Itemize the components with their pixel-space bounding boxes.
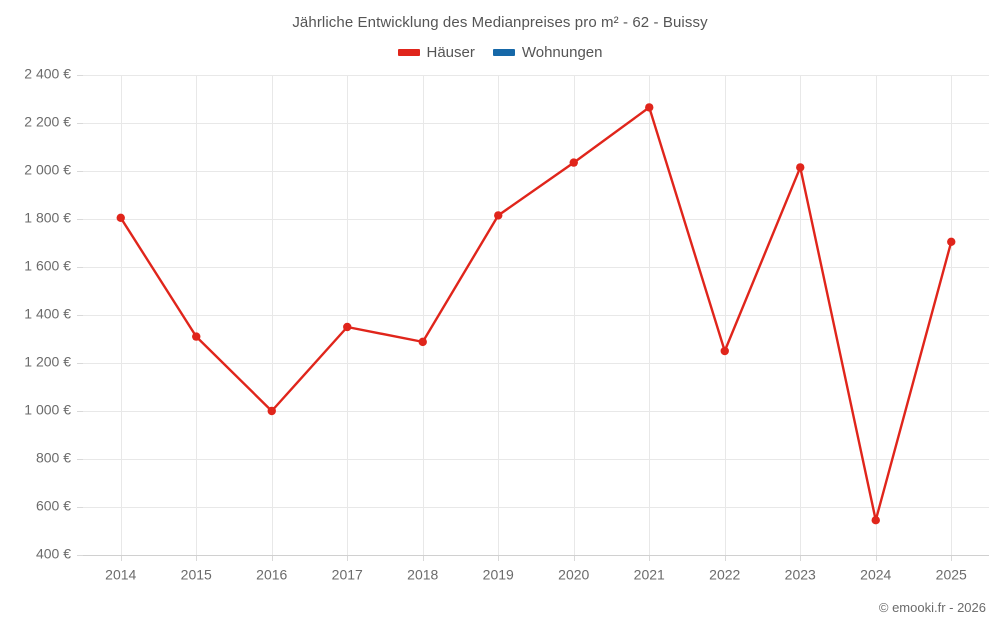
x-tick-label: 2025 (936, 566, 967, 582)
y-axis-tick-labels: 400 € 600 € 800 € 1 000 € 1 200 € 1 400 € 1 60… (24, 66, 71, 562)
y-tick-label: 1 000 € (24, 402, 71, 418)
data-point[interactable] (267, 406, 276, 416)
legend-label-wohnungen: Wohnungen (521, 44, 603, 61)
data-point[interactable] (418, 337, 427, 347)
legend-item-hauser[interactable]: Häuser (397, 44, 475, 61)
x-tick-label: 2016 (256, 566, 287, 582)
data-point[interactable] (645, 103, 654, 112)
data-point[interactable] (192, 332, 201, 341)
data-point[interactable] (116, 213, 125, 222)
series-line-häuser (119, 106, 953, 522)
y-tick-label: 2 000 € (24, 162, 71, 178)
x-tick-label: 2020 (558, 566, 589, 582)
chart-legend: Häuser Wohnungen (0, 44, 1000, 61)
legend-swatch-wohnungen (492, 49, 515, 56)
x-axis-tick-labels: 2014 2015 2016 2017 2018 2019 2020 2021 2022 2023… (105, 566, 967, 582)
x-tick-label: 2014 (105, 566, 136, 582)
legend-item-wohnungen[interactable]: Wohnungen (492, 44, 603, 61)
x-tick-label: 2017 (332, 566, 363, 582)
y-tick-label: 1 400 € (24, 306, 71, 322)
data-point[interactable] (343, 322, 352, 332)
y-tick-label: 2 400 € (24, 66, 71, 82)
y-tick-label: 1 200 € (24, 354, 71, 370)
x-tick-label: 2022 (709, 566, 740, 582)
legend-label-hauser: Häuser (426, 44, 475, 61)
gridlines (77, 75, 989, 561)
x-tick-label: 2015 (181, 566, 212, 582)
x-tick-label: 2024 (860, 566, 891, 582)
data-point[interactable] (947, 237, 956, 246)
y-tick-label: 400 € (36, 546, 71, 562)
data-point[interactable] (871, 516, 880, 525)
data-point[interactable] (494, 211, 503, 220)
copyright-credit: © emooki.fr - 2026 (878, 600, 986, 615)
data-point[interactable] (569, 158, 578, 167)
y-tick-label: 1 600 € (24, 258, 71, 274)
data-series-group[interactable] (116, 103, 956, 525)
y-tick-label: 1 800 € (24, 210, 71, 226)
x-tick-label: 2018 (407, 566, 438, 582)
chart-title: Jährliche Entwicklung des Medianpreises … (292, 14, 708, 31)
x-tick-label: 2023 (785, 566, 816, 582)
data-point[interactable] (720, 346, 729, 356)
y-tick-label: 600 € (36, 498, 71, 514)
x-tick-label: 2019 (483, 566, 514, 582)
data-point[interactable] (796, 163, 805, 172)
y-tick-label: 2 200 € (24, 114, 71, 130)
x-tick-label: 2021 (634, 566, 665, 582)
y-tick-label: 800 € (36, 450, 71, 466)
legend-swatch-hauser (397, 49, 420, 56)
